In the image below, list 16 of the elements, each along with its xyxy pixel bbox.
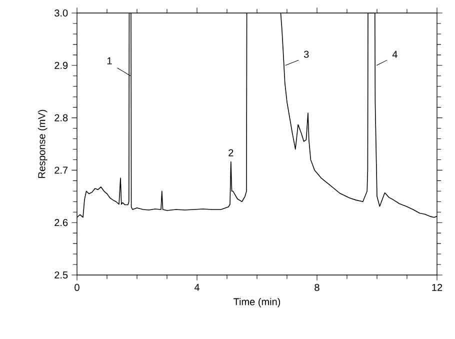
y-tick-label: 2.7 xyxy=(54,166,68,174)
x-tick-label: 0 xyxy=(74,284,80,292)
x-tick-label: 8 xyxy=(314,284,320,292)
y-tick-label: 2.5 xyxy=(54,271,68,279)
x-tick-label: 4 xyxy=(194,284,200,291)
x-axis-title: Time (min) xyxy=(234,298,280,308)
y-tick-label: 2.6 xyxy=(54,219,68,226)
annotation: 4 xyxy=(392,50,398,58)
y-tick-label: 3.0 xyxy=(54,9,68,17)
y-axis-title: Response (mV) xyxy=(38,110,48,178)
annotation: 1 xyxy=(107,57,112,64)
y-tick-label: 2.9 xyxy=(54,62,68,69)
x-tick-label: 12 xyxy=(432,284,442,291)
annotation: 3 xyxy=(304,50,309,58)
annotation: 2 xyxy=(228,149,234,156)
y-tick-label: 2.8 xyxy=(54,114,68,122)
